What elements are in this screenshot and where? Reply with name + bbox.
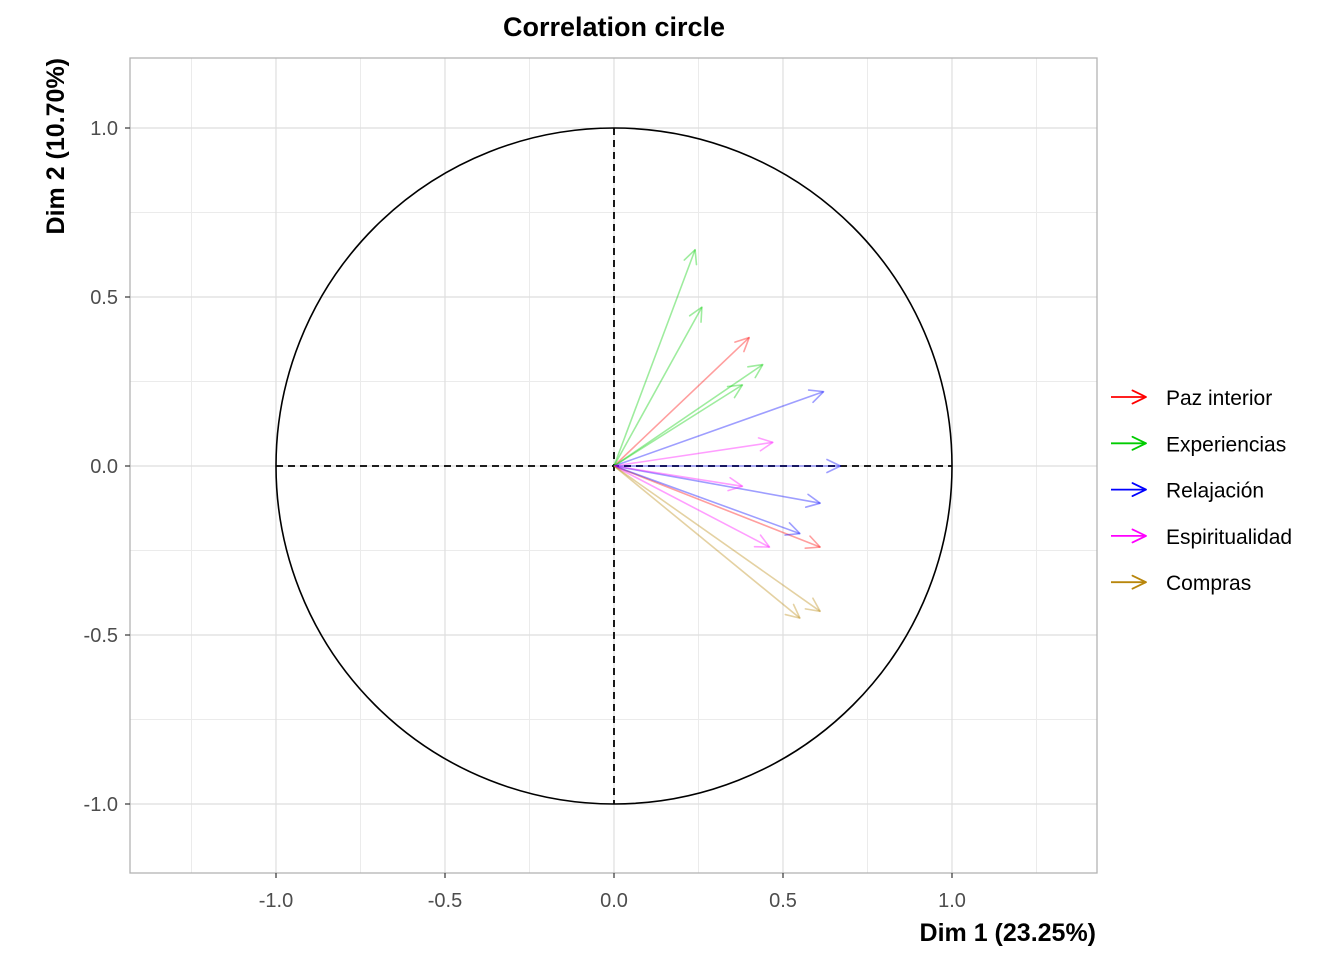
legend-key-arrowhead xyxy=(1131,574,1147,590)
chart-title: Correlation circle xyxy=(503,12,725,42)
vector-line xyxy=(613,363,764,467)
vector-arrowhead xyxy=(804,597,821,613)
legend-item-relajacion: Relajación xyxy=(1111,480,1264,503)
x-tick-label: 0.5 xyxy=(769,890,797,912)
y-axis-title: Dim 2 (10.70%) xyxy=(42,58,70,234)
vector-line xyxy=(613,465,801,535)
vector-line xyxy=(613,249,696,467)
vector-arrowhead xyxy=(734,336,751,353)
vector-arrow-espiritualidad xyxy=(613,465,771,548)
vector-arrow-experiencias xyxy=(613,384,744,467)
legend: Paz interior Experiencias Relajación Espiri… xyxy=(1111,387,1292,595)
legend-label: Experiencias xyxy=(1166,433,1286,456)
vector-arrowhead xyxy=(804,493,821,508)
legend-key-arrowhead xyxy=(1131,389,1147,405)
vector-arrow-paz-interior xyxy=(613,465,821,550)
legend-key-arrowhead xyxy=(1131,528,1147,544)
vector-arrow-espiritualidad xyxy=(613,465,744,492)
legend-item-espiritualidad: Espiritualidad xyxy=(1111,526,1292,549)
x-axis-title: Dim 1 (23.25%) xyxy=(920,919,1096,947)
vector-arrowhead xyxy=(826,458,842,474)
y-tick-label: -1.0 xyxy=(84,794,118,816)
y-tick-label: 1.0 xyxy=(90,118,118,140)
plot-area: -1.0 -0.5 0.0 0.5 1.0 -1.0 -0.5 0.0 0.5 1.0 xyxy=(84,57,1098,912)
y-tick-label: -0.5 xyxy=(84,625,118,647)
vector-arrowhead xyxy=(784,522,801,536)
vector-line xyxy=(613,465,821,612)
vector-arrowhead xyxy=(753,534,771,548)
vector-arrow-relajacion xyxy=(613,389,825,467)
vector-line xyxy=(613,465,801,619)
vector-arrowhead xyxy=(804,535,821,550)
vector-line xyxy=(613,465,821,548)
vector-line xyxy=(613,390,824,467)
vector-arrow-paz-interior xyxy=(613,336,751,467)
vector-line xyxy=(613,441,773,467)
legend-item-compras: Compras xyxy=(1111,572,1251,595)
vector-arrow-experiencias xyxy=(613,363,764,467)
vector-arrowhead xyxy=(688,306,703,323)
vector-line xyxy=(613,336,750,467)
vector-arrow-espiritualidad xyxy=(613,437,774,467)
legend-item-experiencias: Experiencias xyxy=(1111,433,1286,456)
vector-arrow-relajacion xyxy=(613,465,821,508)
y-tick-label: 0.0 xyxy=(90,456,118,478)
vector-line xyxy=(613,306,703,467)
legend-label: Espiritualidad xyxy=(1166,526,1292,549)
vector-arrow-compras xyxy=(613,465,801,619)
vector-arrowhead xyxy=(727,476,744,492)
vector-arrow-experiencias xyxy=(613,248,698,467)
legend-item-paz-interior: Paz interior xyxy=(1111,387,1272,410)
vector-arrowhead xyxy=(747,363,764,379)
legend-key-arrowhead xyxy=(1131,482,1147,498)
vector-line xyxy=(613,465,770,548)
vector-arrow-relajacion xyxy=(614,458,842,474)
vector-arrowhead xyxy=(784,603,801,619)
vector-arrowhead xyxy=(757,437,774,452)
y-tick-label: 0.5 xyxy=(90,287,118,309)
x-tick-label: 1.0 xyxy=(938,890,966,912)
legend-label: Compras xyxy=(1166,572,1251,595)
vector-line xyxy=(613,465,743,488)
x-tick-label: -1.0 xyxy=(259,890,293,912)
vector-arrow-compras xyxy=(613,465,821,613)
legend-key-arrowhead xyxy=(1131,435,1147,451)
vector-arrowhead xyxy=(683,248,698,266)
vector-arrow-relajacion xyxy=(613,465,801,536)
vector-arrowhead xyxy=(726,384,744,399)
vector-arrow-experiencias xyxy=(613,306,703,467)
x-tick-label: 0.0 xyxy=(600,890,628,912)
legend-label: Relajación xyxy=(1166,480,1264,503)
vector-line xyxy=(613,465,821,504)
vector-line xyxy=(613,384,743,467)
vector-arrowhead xyxy=(807,389,825,404)
x-tick-label: -0.5 xyxy=(428,890,462,912)
legend-label: Paz interior xyxy=(1166,387,1272,410)
